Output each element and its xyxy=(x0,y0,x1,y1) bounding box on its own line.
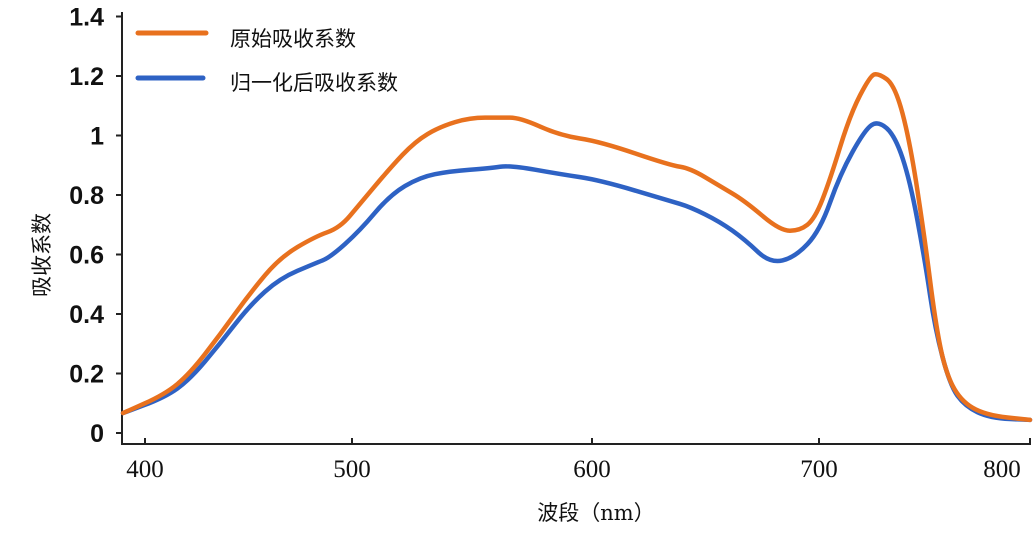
x-tick-label: 600 xyxy=(573,456,611,483)
x-axis-label: 波段（nm） xyxy=(537,501,654,525)
y-tick-label: 0.2 xyxy=(69,361,104,389)
legend-label-normalized: 归一化后吸收系数 xyxy=(230,71,398,95)
x-tick-label: 700 xyxy=(800,456,838,483)
legend-label-original: 原始吸收系数 xyxy=(230,27,356,51)
x-tick-label: 800 xyxy=(983,456,1021,483)
y-tick-label: 1.2 xyxy=(69,63,104,91)
y-tick-label: 0.8 xyxy=(69,182,104,210)
y-tick-label: 0.4 xyxy=(69,301,104,329)
y-tick-label: 0.6 xyxy=(69,242,104,270)
x-tick-label: 500 xyxy=(333,456,371,483)
y-axis-label: 吸收系数 xyxy=(30,213,54,297)
y-tick-label: 1 xyxy=(90,123,104,151)
y-tick-label: 0 xyxy=(90,420,104,448)
series-line-original xyxy=(120,71,1033,423)
y-tick-label: 1.4 xyxy=(69,4,104,32)
legend: 原始吸收系数 归一化后吸收系数 xyxy=(135,27,398,95)
x-tick-label: 400 xyxy=(126,456,164,483)
series-line-normalized xyxy=(120,121,1033,423)
